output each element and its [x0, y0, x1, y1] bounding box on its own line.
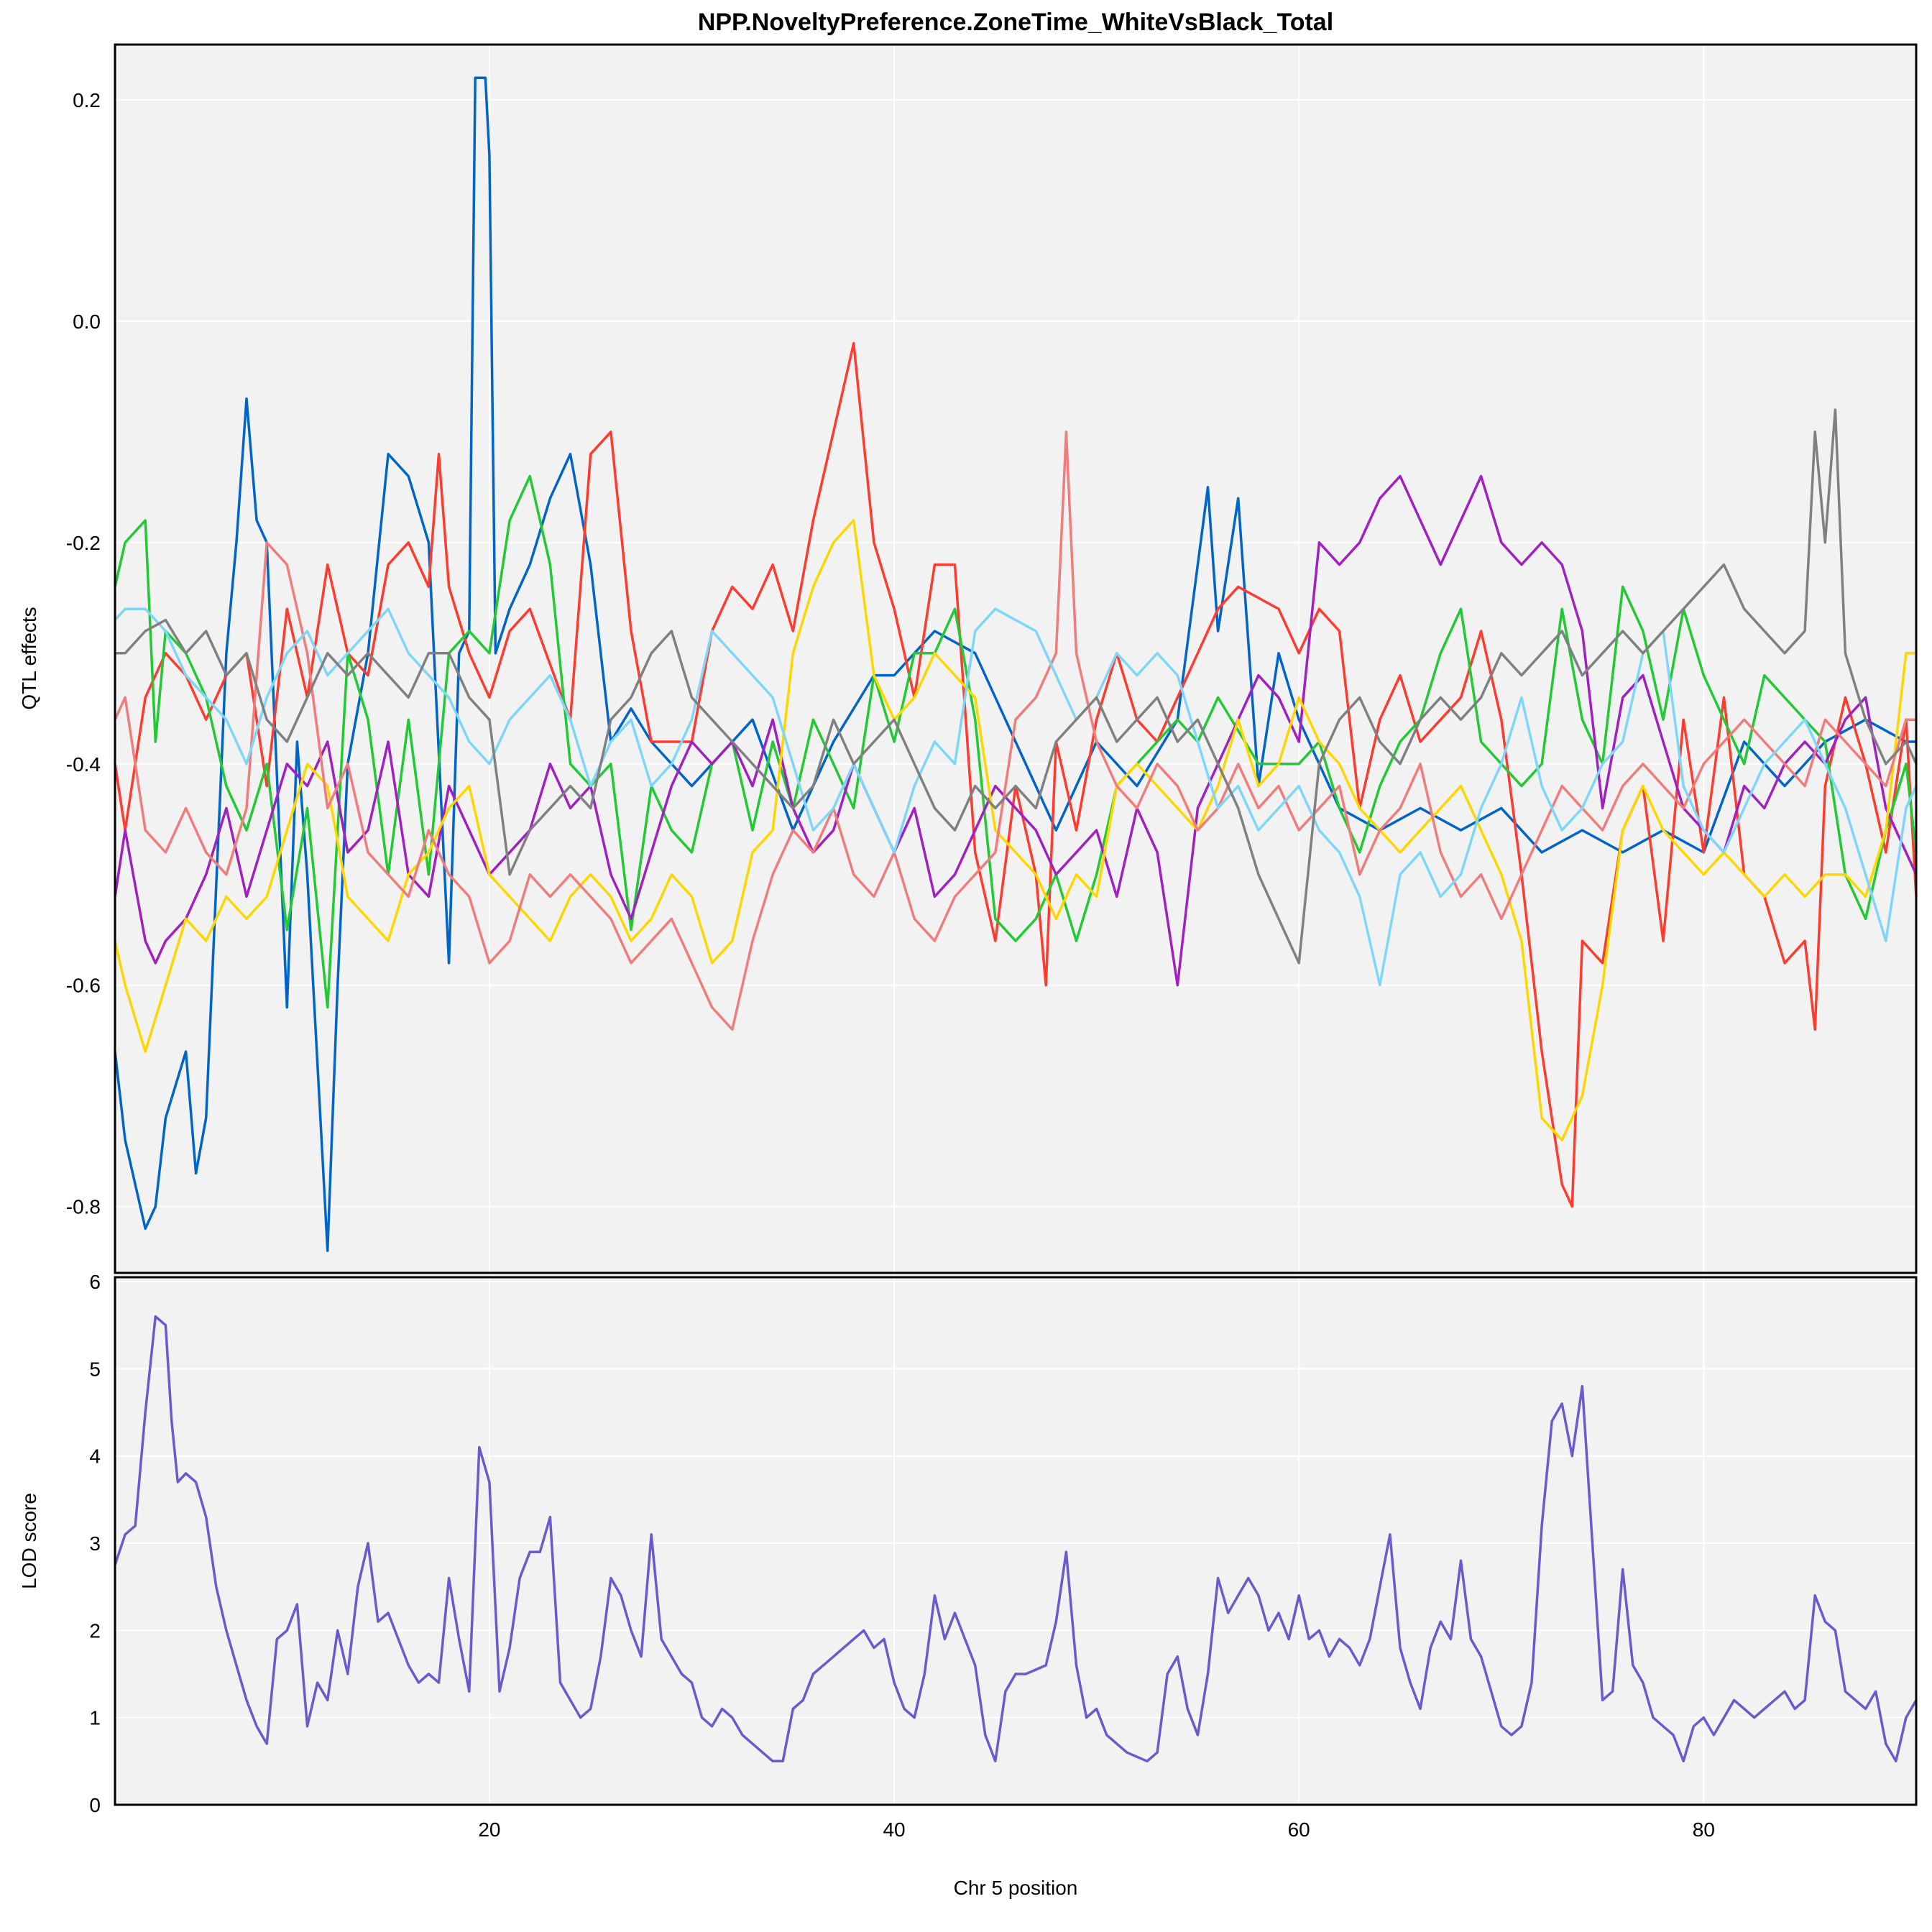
- qtl-effects-series-line-7: [114, 607, 1918, 987]
- x-tick-label: 60: [1288, 1818, 1310, 1841]
- qtl-effects-panel: -0.8 -0.6 -0.4 -0.2 0.0 0.2 QTL effects: [18, 43, 1918, 1274]
- x-axis-ticks: 20 40 60 80: [478, 1818, 1715, 1841]
- y-tick-label: 3: [89, 1532, 101, 1555]
- lod-score-y-label: LOD score: [18, 1493, 40, 1589]
- lod-score-y-ticks: 0 1 2 3 4 5 6: [89, 1271, 101, 1816]
- y-tick-label: -0.2: [66, 532, 101, 554]
- y-tick-label: 0.2: [73, 89, 101, 111]
- qtl-effects-series-line-3: [114, 474, 1918, 1009]
- y-tick-label: 5: [89, 1358, 101, 1380]
- x-tick-label: 20: [478, 1818, 500, 1841]
- qtl-effects-y-ticks: -0.8 -0.6 -0.4 -0.2 0.0 0.2: [66, 89, 101, 1218]
- y-tick-label: 6: [89, 1271, 101, 1293]
- y-tick-label: -0.8: [66, 1196, 101, 1218]
- x-tick-label: 80: [1693, 1818, 1715, 1841]
- y-tick-label: 0.0: [73, 310, 101, 333]
- x-axis-label: Chr 5 position: [954, 1877, 1078, 1899]
- lod-score-plot-area: [115, 1277, 1916, 1805]
- y-tick-label: -0.4: [66, 753, 101, 776]
- y-tick-label: 1: [89, 1707, 101, 1729]
- y-tick-label: -0.6: [66, 975, 101, 997]
- qtl-effects-series-line-6: [114, 431, 1916, 1031]
- chart-title: NPP.NoveltyPreference.ZoneTime_WhiteVsBl…: [698, 9, 1333, 36]
- lod-score-series: [114, 1315, 1918, 1763]
- lod-score-panel: 0 1 2 3 4 5 6 20 40 60 80 LOD score Chr 5 positio…: [18, 1271, 1918, 1899]
- qtl-effects-series-line-5: [114, 519, 1916, 1141]
- qtl-effects-plot-area: [115, 45, 1916, 1273]
- y-tick-label: 2: [89, 1619, 101, 1642]
- y-tick-label: 0: [89, 1794, 101, 1816]
- qtl-effects-series: [114, 76, 1918, 1252]
- qtl-effects-frame: [114, 43, 1918, 1274]
- y-tick-label: 4: [89, 1445, 101, 1468]
- qtl-effects-y-label: QTL effects: [18, 607, 40, 709]
- lod-score-series-line-1: [114, 1315, 1918, 1763]
- lod-score-grid: [115, 1277, 1916, 1806]
- qtl-effects-series-line-8: [115, 408, 1918, 965]
- lod-score-frame: [114, 1276, 1918, 1806]
- x-tick-label: 40: [883, 1818, 905, 1841]
